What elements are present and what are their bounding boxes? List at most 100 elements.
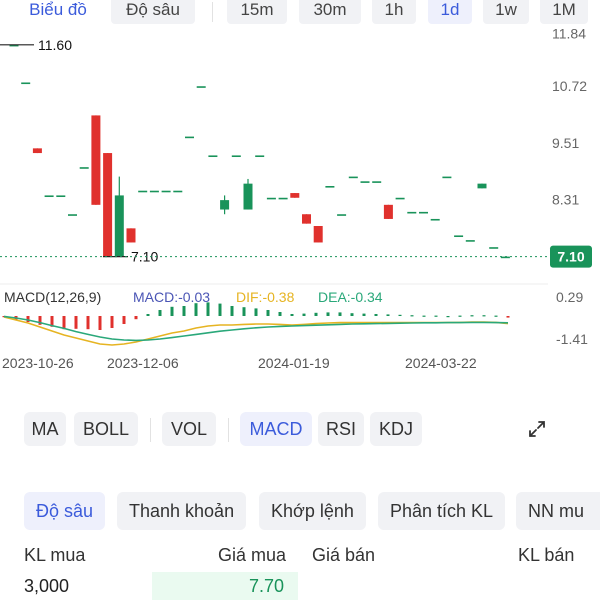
indicator-boll[interactable]: BOLL — [74, 412, 138, 446]
candle — [208, 155, 218, 158]
macd-bar — [170, 306, 174, 316]
candle — [383, 204, 393, 219]
dif-line — [3, 316, 509, 346]
indicator-kdj[interactable]: KDJ — [370, 412, 422, 446]
header-ask-price: Giá bán — [312, 545, 376, 565]
bid-volume: 3,000 — [24, 576, 70, 596]
macd-bar — [98, 316, 102, 330]
macd-bar — [398, 314, 402, 316]
candle — [360, 181, 370, 183]
divider — [150, 418, 151, 442]
macd-bar — [62, 316, 66, 330]
candle — [243, 183, 253, 210]
max-price-label: 11.60 — [38, 37, 72, 53]
candle — [114, 195, 124, 257]
macd-bar — [350, 313, 354, 316]
macd-bar — [134, 316, 138, 320]
macd-bar — [242, 307, 246, 316]
candle — [161, 190, 171, 193]
macd-bar — [506, 316, 510, 318]
macd-bar — [26, 316, 30, 322]
candle — [477, 183, 487, 189]
macd-value-label: MACD:-0.03 — [133, 289, 210, 305]
macd-bar — [410, 315, 414, 317]
subtab-depth[interactable]: Độ sâu — [24, 492, 106, 530]
price-chart[interactable]: 11.84 10.72 9.51 8.31 11.60 7.10 7.10 MACD(… — [0, 26, 600, 380]
dif-value-label: DIF:-0.38 — [236, 289, 295, 305]
detail-tabs: Độ sâu Thanh khoản Khớp lệnh Phân tích K… — [0, 492, 600, 530]
candle — [325, 186, 335, 188]
macd-bar — [194, 303, 198, 316]
candle — [489, 247, 499, 249]
price-tick-label: 8.31 — [552, 192, 579, 208]
candle — [500, 256, 510, 259]
macd-bar — [74, 316, 78, 329]
candle — [173, 190, 183, 193]
interval-1w[interactable]: 1w — [483, 0, 529, 24]
subtab-matched[interactable]: Khớp lệnh — [259, 492, 366, 530]
candle — [395, 197, 405, 200]
macd-bar — [434, 315, 438, 317]
indicator-ma[interactable]: MA — [24, 412, 66, 446]
price-tick-label: 11.84 — [552, 26, 586, 42]
macd-params-label: MACD(12,26,9) — [4, 289, 101, 305]
macd-bar — [314, 312, 318, 316]
dea-line — [3, 315, 509, 342]
candle — [255, 155, 265, 158]
date-label: 2023-10-26 — [2, 355, 74, 371]
candle — [9, 44, 19, 47]
candle — [348, 176, 358, 179]
macd-bar — [470, 315, 474, 317]
candle — [68, 214, 77, 216]
candle — [278, 197, 288, 200]
tab-chart[interactable]: Biểu đồ — [29, 0, 87, 19]
candle — [430, 218, 440, 221]
macd-bar — [362, 313, 366, 316]
interval-1M[interactable]: 1M — [540, 0, 588, 24]
candle — [91, 115, 101, 205]
macd-bar — [338, 312, 342, 316]
macd-bar — [446, 316, 450, 318]
candle — [126, 228, 136, 243]
indicator-vol[interactable]: VOL — [162, 412, 216, 446]
interval-30m[interactable]: 30m — [299, 0, 361, 24]
min-price-label: 7.10 — [131, 249, 158, 265]
candle — [138, 190, 148, 193]
expand-button[interactable] — [520, 412, 554, 446]
macd-bar — [422, 315, 426, 317]
indicator-macd[interactable]: MACD — [240, 412, 312, 446]
interval-15m[interactable]: 15m — [227, 0, 287, 24]
macd-axis-top: 0.29 — [556, 289, 583, 305]
candle — [407, 211, 417, 214]
candle — [313, 226, 323, 243]
macd-bar — [278, 312, 282, 316]
last-price-badge — [550, 245, 592, 268]
indicator-bar: MA BOLL VOL MACD RSI KDJ — [0, 412, 600, 448]
orderbook-row[interactable]: 3,000 7.70 — [0, 572, 600, 600]
subtab-volume-analysis[interactable]: Phân tích KL — [378, 492, 506, 530]
interval-1h[interactable]: 1h — [372, 0, 416, 24]
macd-bar — [494, 315, 498, 317]
candle — [185, 136, 194, 139]
candle — [290, 193, 300, 198]
divider — [212, 2, 213, 22]
interval-1d[interactable]: 1d — [428, 0, 472, 24]
candle — [32, 148, 42, 154]
divider — [228, 418, 229, 442]
candles-group — [9, 44, 510, 259]
expand-icon — [529, 421, 545, 437]
macd-bar — [38, 316, 42, 325]
macd-bar — [206, 302, 210, 316]
subtab-liquidity[interactable]: Thanh khoản — [117, 492, 247, 530]
macd-bar — [230, 306, 234, 316]
macd-bar — [386, 314, 390, 316]
indicator-rsi[interactable]: RSI — [318, 412, 364, 446]
tab-depth[interactable]: Độ sâu — [111, 0, 195, 24]
candle — [56, 195, 66, 198]
header-ask-volume: KL bán — [518, 545, 575, 565]
candle — [220, 200, 230, 210]
dea-value-label: DEA:-0.34 — [318, 289, 383, 305]
price-tick-label: 9.51 — [552, 135, 579, 151]
subtab-foreign[interactable]: NN mu — [516, 492, 600, 530]
macd-bar — [146, 314, 150, 316]
